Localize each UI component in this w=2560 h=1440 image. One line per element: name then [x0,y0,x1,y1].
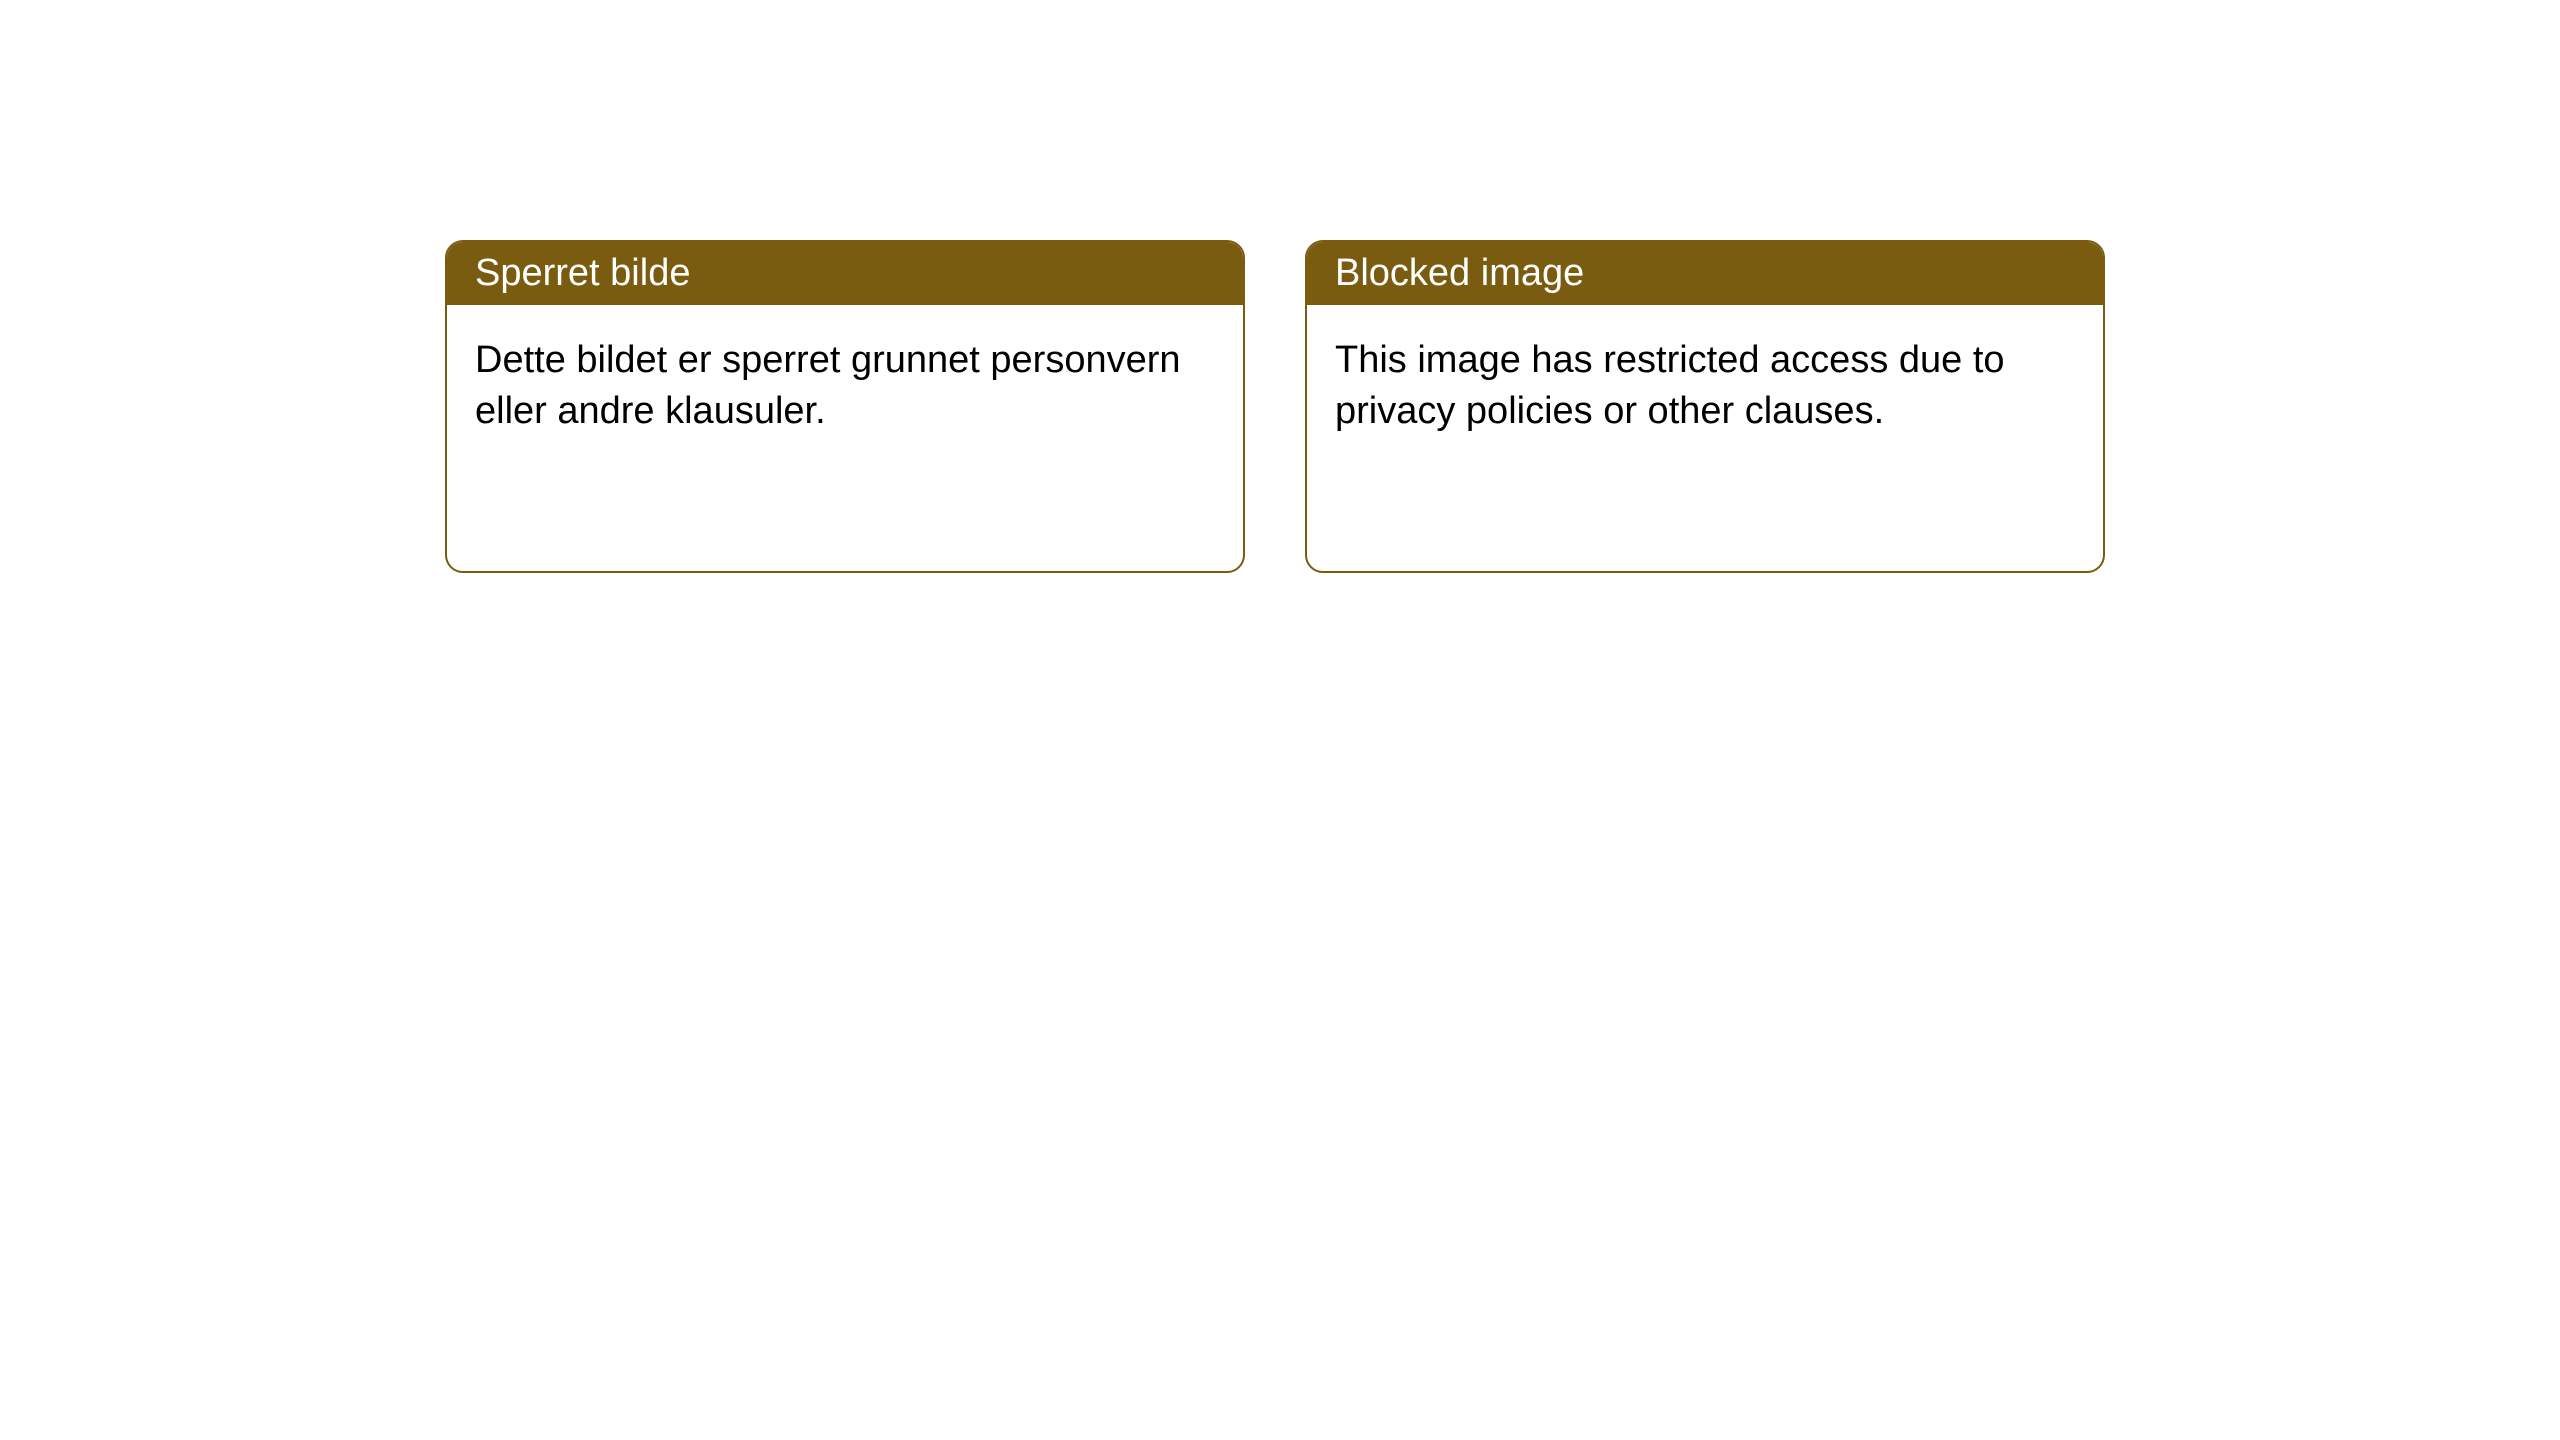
notice-card-norwegian: Sperret bilde Dette bildet er sperret gr… [445,240,1245,573]
notice-body-text: Dette bildet er sperret grunnet personve… [475,339,1181,432]
notice-card-header: Sperret bilde [447,242,1243,305]
notice-card-english: Blocked image This image has restricted … [1305,240,2105,573]
notice-card-body: This image has restricted access due to … [1307,305,2103,468]
notice-header-text: Blocked image [1335,252,1584,294]
notice-body-text: This image has restricted access due to … [1335,339,2005,432]
notice-card-header: Blocked image [1307,242,2103,305]
notice-cards-container: Sperret bilde Dette bildet er sperret gr… [445,240,2105,573]
notice-header-text: Sperret bilde [475,252,690,294]
notice-card-body: Dette bildet er sperret grunnet personve… [447,305,1243,468]
